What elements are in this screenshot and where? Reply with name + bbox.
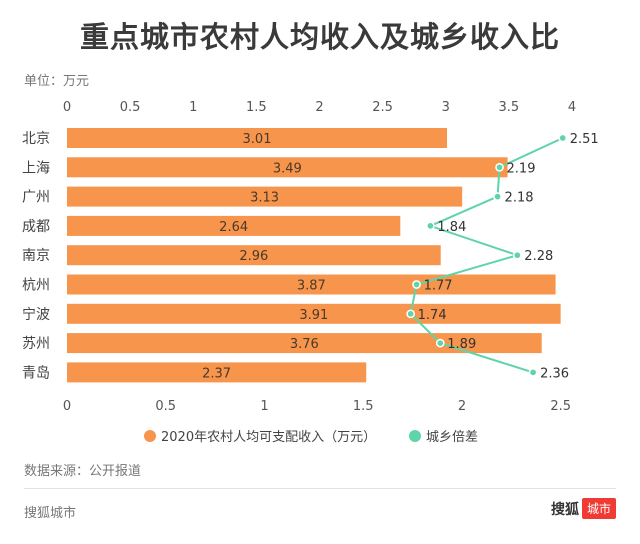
category-label: 上海 [22, 160, 50, 176]
line-value-label: 2.51 [570, 132, 599, 147]
top-axis-tick: 2 [315, 100, 323, 115]
bar [67, 128, 448, 148]
bar-value-labels: 3.013.49 3.132.64 2.96 3.87 3.91 3.76 2.37 [202, 132, 328, 381]
bottom-axis-tick: 2 [458, 399, 466, 414]
legend-label-income: 2020年农村人均可支配收入（万元） [161, 430, 376, 445]
line-value-label: 1.77 [424, 279, 453, 294]
category-label: 北京 [22, 131, 50, 147]
line-point [435, 338, 445, 348]
bottom-axis-tick: 0 [63, 399, 71, 414]
legend: 2020年农村人均可支配收入（万元） 城乡倍差 [144, 430, 478, 445]
category-label: 南京 [22, 248, 50, 264]
bottom-axis-tick: 1.5 [353, 399, 374, 414]
bar-value-label: 3.87 [297, 279, 326, 294]
top-axis-tick: 0 [63, 100, 71, 115]
line-value-label: 1.84 [437, 220, 466, 235]
bar [67, 157, 508, 178]
category-label: 杭州 [22, 278, 50, 294]
line-point [426, 221, 435, 231]
line-value-label: 2.36 [540, 366, 569, 381]
line-point [495, 162, 504, 172]
top-axis: 0 0.5 1 1.5 2 2.5 3 3.5 4 [63, 100, 576, 115]
line-point [406, 309, 415, 319]
category-label: 青岛 [22, 365, 50, 381]
line-point [493, 192, 502, 201]
bar-value-label: 3.01 [243, 132, 272, 147]
bar [67, 362, 367, 383]
line-value-label: 1.89 [447, 337, 476, 352]
bar-value-label: 3.91 [299, 308, 328, 323]
bottom-axis-tick: 2.5 [550, 399, 571, 414]
top-axis-tick: 2.5 [372, 100, 393, 115]
bar-value-label: 3.76 [290, 337, 319, 352]
line-series: 2.51 2.19 2.18 1.84 2.28 1.77 1.741.89 2.36 [406, 132, 599, 381]
bar-value-label: 2.37 [202, 366, 231, 381]
brand-name: 搜狐 [550, 501, 579, 518]
line-value-label: 2.19 [507, 161, 536, 176]
bottom-axis: 0 0.5 1 1.5 2 2.5 [63, 399, 571, 414]
chart-title: 重点城市农村人均收入及城乡收入比 [79, 20, 560, 54]
bar-line-chart: 0 0.5 1 1.5 2 2.5 3 3.5 4 0 0.5 1 1.5 2 2.5 北京上海广州成都南… [22, 100, 599, 445]
brand-badge: 城市 [581, 498, 616, 519]
top-axis-tick: 4 [568, 100, 576, 115]
bottom-axis-tick: 1 [260, 399, 268, 414]
bar [67, 186, 463, 207]
footer-site: 搜狐城市 [24, 506, 77, 521]
footer-divider [24, 488, 616, 489]
legend-label-ratio: 城乡倍差 [426, 430, 478, 445]
category-label: 苏州 [22, 336, 50, 352]
category-label: 成都 [22, 219, 50, 235]
bar [67, 333, 542, 354]
line-point [512, 250, 522, 260]
bar [67, 215, 401, 236]
bar-value-label: 3.13 [250, 191, 279, 206]
bar [67, 303, 561, 324]
unit-label: 单位：万元 [24, 74, 90, 89]
top-axis-tick: 1.5 [246, 100, 267, 115]
bar-value-label: 2.64 [219, 220, 248, 235]
top-axis-tick: 3.5 [499, 100, 520, 115]
line-point [412, 280, 421, 289]
line-point [528, 368, 538, 377]
top-axis-tick: 3 [442, 100, 450, 115]
category-label: 宁波 [22, 306, 50, 323]
bar-value-label: 3.49 [273, 161, 302, 176]
top-axis-tick: 1 [189, 100, 197, 115]
brand-logo: 搜狐 城市 [551, 498, 616, 519]
line-value-label: 1.74 [418, 308, 447, 323]
legend-marker-ratio [409, 430, 421, 442]
bar-series [67, 128, 561, 383]
category-label: 广州 [22, 190, 50, 206]
legend-marker-income [144, 430, 156, 442]
line-point [558, 133, 568, 143]
bar-value-label: 2.96 [239, 249, 268, 264]
top-axis-tick: 0.5 [120, 100, 141, 115]
bottom-axis-tick: 0.5 [155, 399, 176, 414]
line-value-label: 2.28 [524, 249, 553, 264]
bar [67, 245, 441, 266]
data-source: 数据来源：公开报道 [24, 464, 142, 479]
line-value-label: 2.18 [505, 191, 534, 206]
